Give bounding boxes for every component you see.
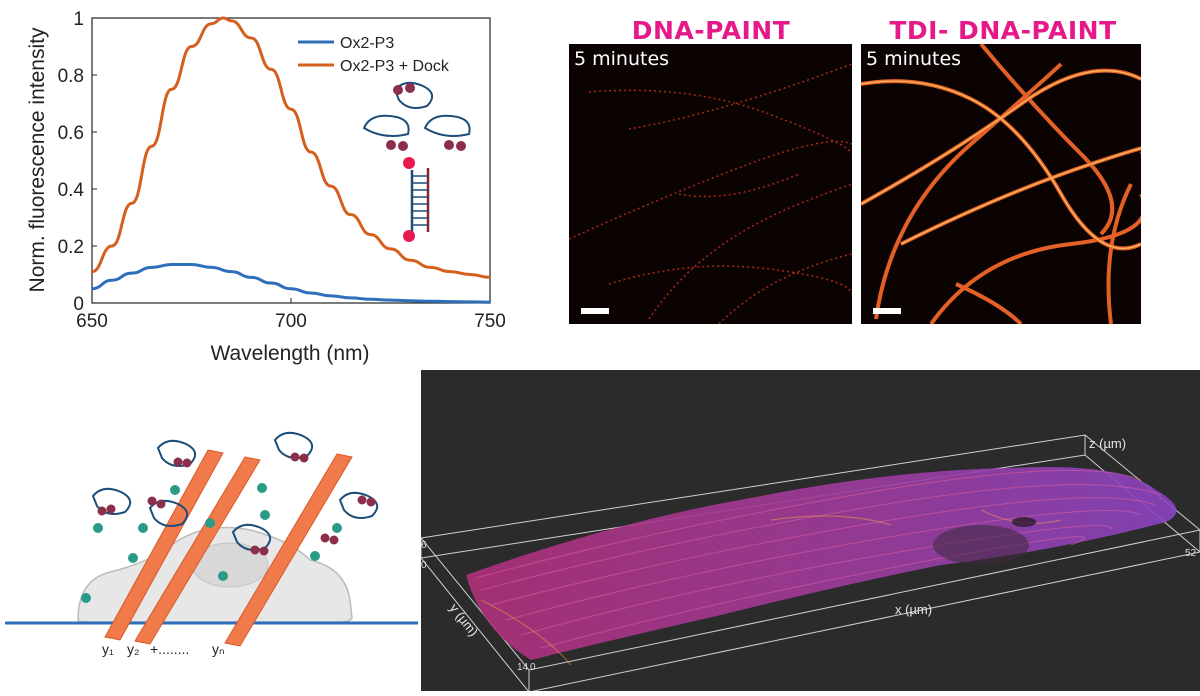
y-tick-label: 0.6 (58, 123, 84, 144)
series-line-1 (91, 263, 491, 304)
z-max-tick: 6 (421, 540, 427, 551)
tdi-dna-paint-title: TDI- DNA-PAINT (889, 16, 1117, 45)
dna-paint-filaments (569, 63, 852, 324)
laser-beams (104, 449, 353, 647)
dye-molecules (386, 83, 466, 242)
y2-label: y₂ (127, 641, 139, 657)
x-max-tick: 52 (1185, 548, 1197, 559)
x-axis-label: Wavelength (nm) (210, 342, 369, 365)
yn-label: yₙ (212, 641, 225, 657)
chart-ticks: 650 700 750 0 0.2 0.4 0.6 0.8 1 (58, 9, 506, 332)
x-tick-label: 750 (474, 311, 506, 332)
aptamer-dock-illustration (362, 81, 471, 232)
z-min-tick: 0 (421, 560, 427, 571)
dna-paint-title: DNA-PAINT (631, 16, 791, 45)
y-tick-label: 0 (73, 294, 84, 315)
cell-volume (466, 466, 1177, 660)
y-tick-label: 0.2 (58, 237, 84, 258)
x-tick-label: 650 (76, 311, 108, 332)
legend-label-1: Ox2-P3 (340, 35, 394, 52)
tdi-dna-paint-time-label: 5 minutes (866, 48, 962, 70)
y-tick-label: 1 (73, 9, 84, 30)
dots-label: +........ (150, 641, 189, 657)
tdi-schematic: y₁ y₂ +........ yₙ (5, 431, 418, 657)
tdi-dna-paint-scale-bar (873, 308, 901, 314)
filament-texture (475, 469, 1162, 649)
x-axis-label-3d: x (µm) (895, 602, 932, 617)
x-tick-label: 700 (275, 311, 307, 332)
y1-label: y₁ (102, 641, 114, 657)
3d-volume-viewer[interactable]: z (µm) x (µm) y (µm) 6 0 52 14 0 (420, 370, 1200, 693)
series-line-2 (91, 16, 491, 279)
y-axis-label: Norm. fluorescence intensity (26, 27, 49, 292)
y-max-tick: 14 (517, 662, 529, 673)
3d-volume-render: z (µm) x (µm) y (µm) 6 0 52 14 0 (420, 434, 1200, 693)
tdi-dna-paint-image: 5 minutes (861, 44, 1141, 324)
dna-paint-time-label: 5 minutes (574, 48, 670, 70)
y-axis-label-3d: y (µm) (447, 601, 482, 639)
dna-paint-scale-bar (581, 308, 609, 314)
y-min-tick: 0 (530, 662, 536, 673)
z-axis-label: z (µm) (1089, 436, 1126, 451)
spectrum-chart: 650 700 750 0 0.2 0.4 0.6 0.8 1 Ox2-P3 Ox2-P3 + D… (26, 9, 506, 365)
schematic-dye-molecules (97, 452, 376, 556)
tdi-dna-paint-filaments (861, 44, 1141, 324)
y-tick-label: 0.8 (58, 66, 84, 87)
y-tick-label: 0.4 (58, 180, 85, 201)
legend-label-2: Ox2-P3 + Dock (340, 58, 450, 75)
chart-legend: Ox2-P3 Ox2-P3 + Dock (298, 35, 450, 75)
dna-paint-image: 5 minutes (569, 44, 852, 324)
teal-dots (81, 483, 342, 603)
chart-series-lines (91, 16, 491, 304)
nucleus-shadow (933, 525, 1029, 565)
